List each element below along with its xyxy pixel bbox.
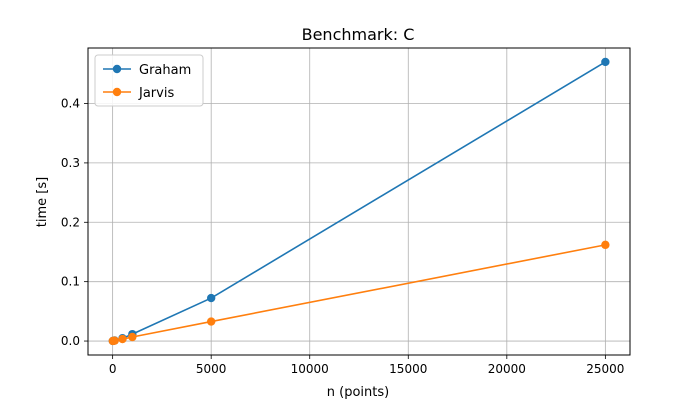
legend-marker-jarvis bbox=[112, 87, 122, 97]
y-axis-label: time [s] bbox=[35, 177, 50, 227]
y-tick-label: 0.2 bbox=[61, 215, 80, 229]
data-point-jarvis bbox=[110, 336, 119, 345]
x-tick-label: 10000 bbox=[291, 362, 329, 376]
x-tick-label: 15000 bbox=[389, 362, 427, 376]
x-tick-label: 5000 bbox=[196, 362, 227, 376]
legend-label-graham: Graham bbox=[139, 63, 191, 78]
legend-marker-graham bbox=[112, 64, 122, 74]
series-lines bbox=[108, 57, 610, 346]
axis-ticks: 0 5000 10000 15000 20000 25000 0.0 0.1 0.2 0.3 0.4 bbox=[61, 97, 625, 376]
grid-lines bbox=[88, 48, 630, 355]
data-point-jarvis bbox=[206, 317, 216, 326]
y-tick-label: 0.0 bbox=[61, 334, 80, 348]
legend-box bbox=[94, 54, 204, 107]
plot-frame bbox=[87, 47, 631, 356]
x-tick-label: 0 bbox=[109, 362, 117, 376]
data-point-jarvis bbox=[118, 334, 127, 344]
x-tick-label: 20000 bbox=[488, 362, 526, 376]
data-point-graham bbox=[206, 293, 216, 303]
legend-label-jarvis: Jarvis bbox=[138, 86, 174, 101]
data-point-jarvis bbox=[601, 240, 610, 250]
chart-title: Benchmark: C bbox=[302, 25, 415, 44]
x-axis-label: n (points) bbox=[327, 385, 389, 400]
data-point-graham bbox=[601, 57, 610, 67]
data-point-jarvis bbox=[128, 332, 137, 342]
y-tick-label: 0.1 bbox=[61, 275, 80, 289]
x-tick-label: 25000 bbox=[586, 362, 624, 376]
legend: Graham Jarvis bbox=[94, 54, 204, 107]
y-tick-label: 0.4 bbox=[61, 97, 80, 111]
y-tick-label: 0.3 bbox=[61, 156, 80, 170]
